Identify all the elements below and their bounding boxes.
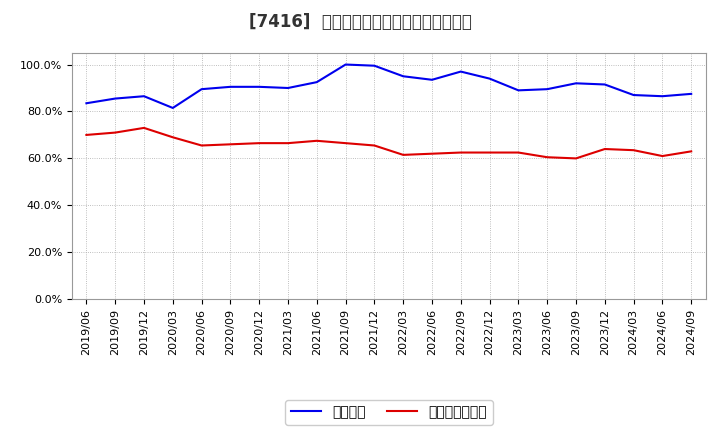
固定長期適合率 [629, 147, 638, 153]
固定比率 [456, 69, 465, 74]
固定比率 [658, 94, 667, 99]
固定比率 [687, 91, 696, 96]
固定比率 [312, 80, 321, 85]
固定長期適合率 [226, 142, 235, 147]
固定比率 [428, 77, 436, 82]
固定長期適合率 [82, 132, 91, 138]
固定比率 [197, 87, 206, 92]
固定長期適合率 [514, 150, 523, 155]
固定長期適合率 [312, 138, 321, 143]
固定長期適合率 [111, 130, 120, 135]
固定長期適合率 [428, 151, 436, 156]
固定比率 [514, 88, 523, 93]
固定比率 [629, 92, 638, 98]
固定比率 [399, 73, 408, 79]
Line: 固定長期適合率: 固定長期適合率 [86, 128, 691, 158]
固定比率 [284, 85, 292, 91]
固定長期適合率 [572, 156, 580, 161]
固定比率 [370, 63, 379, 68]
固定比率 [572, 81, 580, 86]
固定長期適合率 [140, 125, 148, 131]
固定長期適合率 [197, 143, 206, 148]
固定比率 [226, 84, 235, 89]
固定長期適合率 [687, 149, 696, 154]
固定長期適合率 [600, 147, 609, 152]
固定比率 [168, 105, 177, 110]
固定比率 [111, 96, 120, 101]
固定長期適合率 [284, 140, 292, 146]
固定長期適合率 [341, 140, 350, 146]
固定比率 [255, 84, 264, 89]
固定長期適合率 [255, 140, 264, 146]
固定長期適合率 [399, 152, 408, 158]
固定長期適合率 [168, 135, 177, 140]
固定長期適合率 [543, 154, 552, 160]
固定長期適合率 [456, 150, 465, 155]
固定長期適合率 [485, 150, 494, 155]
Line: 固定比率: 固定比率 [86, 65, 691, 108]
固定比率 [82, 101, 91, 106]
固定比率 [341, 62, 350, 67]
固定長期適合率 [658, 154, 667, 159]
固定比率 [140, 94, 148, 99]
固定長期適合率 [370, 143, 379, 148]
Text: [7416]  固定比率、固定長期適合率の推移: [7416] 固定比率、固定長期適合率の推移 [248, 13, 472, 31]
固定比率 [485, 76, 494, 81]
Legend: 固定比率, 固定長期適合率: 固定比率, 固定長期適合率 [285, 400, 492, 425]
固定比率 [600, 82, 609, 87]
固定比率 [543, 87, 552, 92]
